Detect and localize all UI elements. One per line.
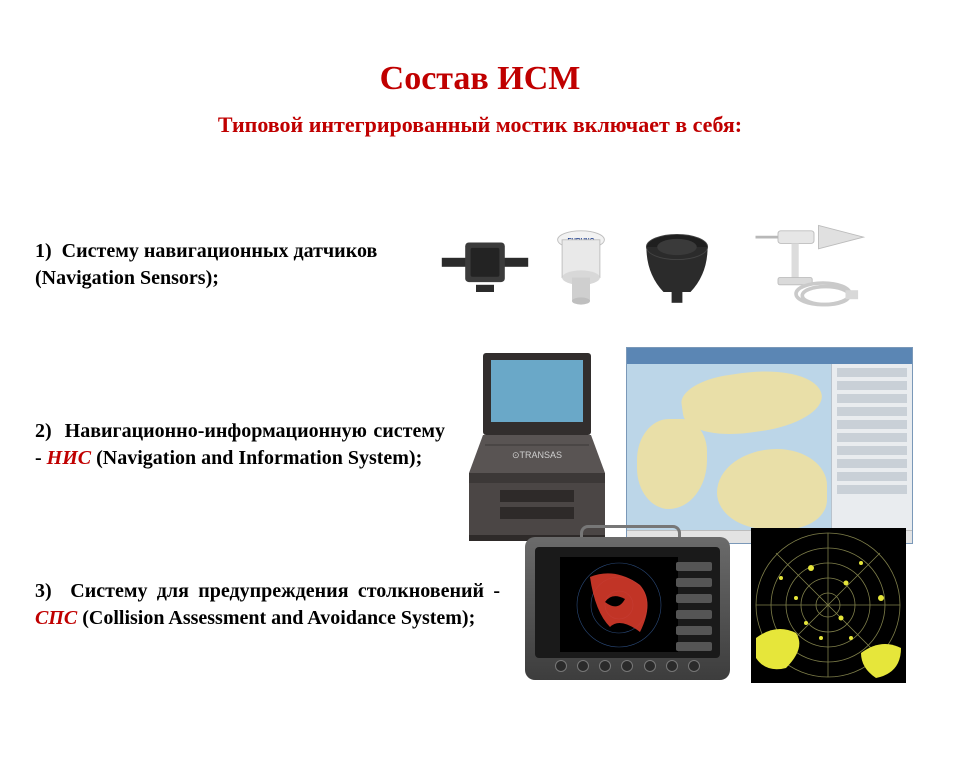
sensor-junction-box-icon <box>440 220 530 310</box>
sensor-anemometer-icon <box>728 220 873 310</box>
bridge-console-icon: ⊙TRANSAS <box>455 345 620 545</box>
item-3-text: 3) Систему для предупреждения столкновен… <box>35 578 500 632</box>
sensor-transducer-icon <box>632 220 722 310</box>
item-1-text: 1) Систему навигационных датчиков (Navig… <box>35 238 430 292</box>
item-3-num: 3) <box>35 580 52 602</box>
item-2-post: (Navigation and Information System); <box>91 447 422 469</box>
item-1-num: 1) <box>35 240 52 262</box>
item-3: 3) Систему для предупреждения столкновен… <box>35 525 925 685</box>
slide-title: Состав ИСМ <box>0 60 960 98</box>
item-3-acronym: СПС <box>35 607 77 629</box>
sensor-ultrasonic-wind-icon: FURUNO <box>536 220 626 310</box>
item-2-num: 2) <box>35 420 52 442</box>
ecdis-screenshot-icon <box>626 347 913 544</box>
item-2: 2) Навигационно-информационную систему -… <box>35 345 925 545</box>
radar-ppi-scope-icon <box>751 528 906 683</box>
radar-display-unit-icon <box>510 525 745 685</box>
item-3-images <box>510 525 906 685</box>
item-1: 1) Систему навигационных датчиков (Navig… <box>35 220 925 310</box>
item-1-body: Систему навигационных датчиков (Navigati… <box>35 240 377 289</box>
slide-subtitle: Типовой интегрированный мостик включает … <box>0 112 960 138</box>
svg-text:⊙TRANSAS: ⊙TRANSAS <box>512 450 562 460</box>
item-2-acronym: НИС <box>47 447 91 469</box>
item-2-images: ⊙TRANSAS <box>455 345 913 545</box>
item-3-post: (Collision Assessment and Avoidance Syst… <box>77 607 475 629</box>
item-1-images: FURUNO <box>440 220 873 310</box>
item-3-pre: Систему для предупреждения столкновений … <box>70 580 500 602</box>
item-2-text: 2) Навигационно-информационную систему -… <box>35 418 445 472</box>
